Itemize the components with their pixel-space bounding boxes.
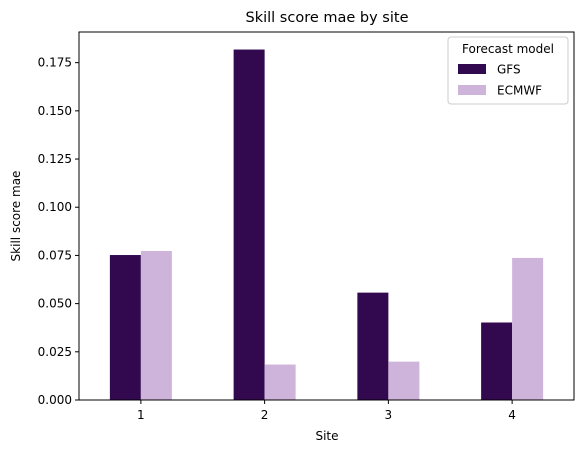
y-axis-title: Skill score mae <box>9 171 23 262</box>
bar-ecmwf-site-1 <box>140 250 172 400</box>
chart-title: Skill score mae by site <box>246 10 409 26</box>
bar-ecmwf-site-2 <box>264 364 296 400</box>
legend-swatch-ecmwf <box>458 85 486 95</box>
x-tick-label: 1 <box>137 408 145 422</box>
bar-gfs-site-3 <box>357 292 389 400</box>
y-tick-label: 0.125 <box>38 152 72 166</box>
bars-group <box>109 49 544 400</box>
bar-gfs-site-4 <box>481 322 513 400</box>
y-tick-label: 0.075 <box>38 248 72 262</box>
legend-swatch-gfs <box>458 64 486 74</box>
y-tick-label: 0.025 <box>38 345 72 359</box>
x-tick-label: 3 <box>385 408 393 422</box>
legend-title: Forecast model <box>462 42 554 56</box>
y-tick-label: 0.000 <box>38 393 72 407</box>
y-tick-label: 0.175 <box>38 56 72 70</box>
legend-label-ecmwf: ECMWF <box>497 84 542 98</box>
bar-gfs-site-1 <box>109 255 141 400</box>
x-tick-label: 4 <box>508 408 516 422</box>
y-tick-label: 0.150 <box>38 104 72 118</box>
bar-ecmwf-site-4 <box>512 257 544 400</box>
y-axis: 0.000 0.025 0.050 0.075 0.100 0.125 0.150 0.175 <box>38 56 79 407</box>
x-axis: 1 2 3 4 <box>137 400 516 422</box>
x-tick-label: 2 <box>261 408 269 422</box>
plot-frame <box>78 31 575 401</box>
legend: Forecast model GFS ECMWF <box>447 36 569 105</box>
y-tick-label: 0.050 <box>38 297 72 311</box>
y-tick-label: 0.100 <box>38 200 72 214</box>
x-axis-title: Site <box>315 429 338 443</box>
bar-ecmwf-site-3 <box>388 361 420 400</box>
legend-label-gfs: GFS <box>497 63 521 77</box>
bar-gfs-site-2 <box>233 49 265 400</box>
